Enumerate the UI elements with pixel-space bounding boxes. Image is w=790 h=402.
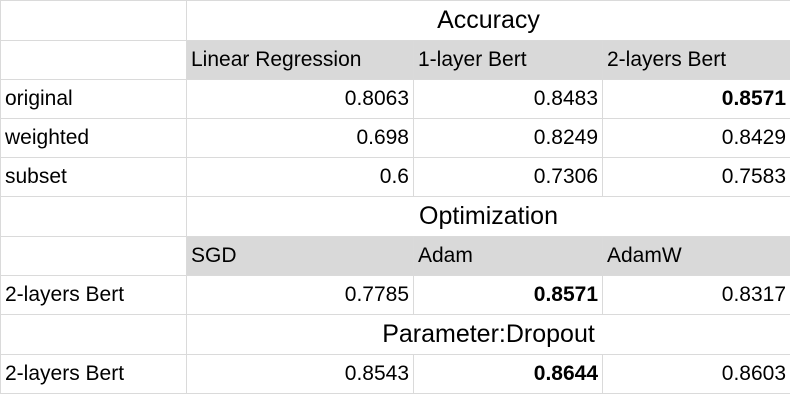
row-label[interactable]: weighted xyxy=(0,118,187,158)
value-cell[interactable]: 0.7306 xyxy=(413,157,603,197)
table-row: subset 0.6 0.7306 0.7583 xyxy=(0,157,790,197)
value-cell[interactable]: 0.8429 xyxy=(601,118,790,158)
column-header[interactable]: 1-layer Bert xyxy=(413,40,603,80)
optimization-header-row: SGD Adam AdamW xyxy=(0,236,790,276)
row-label[interactable]: original xyxy=(0,79,187,119)
empty-cell[interactable] xyxy=(0,0,187,41)
accuracy-title-row: Accuracy xyxy=(0,0,790,41)
empty-cell[interactable] xyxy=(0,40,187,80)
value-cell[interactable]: 0.7583 xyxy=(601,157,790,197)
column-header[interactable]: 2-layers Bert xyxy=(601,40,790,80)
value-cell[interactable]: 0.8603 xyxy=(601,354,790,394)
value-cell-best[interactable]: 0.8571 xyxy=(413,275,603,315)
section-title-optimization[interactable]: Optimization xyxy=(185,196,790,237)
value-cell[interactable]: 0.8543 xyxy=(186,354,414,394)
section-title-dropout[interactable]: Parameter:Dropout xyxy=(185,314,790,355)
value-cell[interactable]: 0.698 xyxy=(186,118,414,158)
value-cell-best[interactable]: 0.8571 xyxy=(601,79,790,119)
empty-cell[interactable] xyxy=(0,314,187,355)
section-title-accuracy[interactable]: Accuracy xyxy=(185,0,790,41)
column-header[interactable]: Adam xyxy=(413,236,603,276)
row-label[interactable]: subset xyxy=(0,157,187,197)
row-label[interactable]: 2-layers Bert xyxy=(0,354,187,394)
value-cell[interactable]: 0.6 xyxy=(186,157,414,197)
accuracy-header-row: Linear Regression 1-layer Bert 2-layers … xyxy=(0,40,790,80)
value-cell[interactable]: 0.8249 xyxy=(413,118,603,158)
empty-cell[interactable] xyxy=(0,196,187,237)
column-header[interactable]: Linear Regression xyxy=(186,40,414,80)
optimization-title-row: Optimization xyxy=(0,196,790,237)
table-row: 2-layers Bert 0.8543 0.8644 0.8603 xyxy=(0,354,790,394)
value-cell-best[interactable]: 0.8644 xyxy=(413,354,603,394)
dropout-title-row: Parameter:Dropout xyxy=(0,314,790,355)
table-row: 2-layers Bert 0.7785 0.8571 0.8317 xyxy=(0,275,790,315)
value-cell[interactable]: 0.8063 xyxy=(186,79,414,119)
column-header[interactable]: SGD xyxy=(186,236,414,276)
row-label[interactable]: 2-layers Bert xyxy=(0,275,187,315)
value-cell[interactable]: 0.8317 xyxy=(601,275,790,315)
value-cell[interactable]: 0.7785 xyxy=(186,275,414,315)
value-cell[interactable]: 0.8483 xyxy=(413,79,603,119)
table-row: original 0.8063 0.8483 0.8571 xyxy=(0,79,790,119)
table-row: weighted 0.698 0.8249 0.8429 xyxy=(0,118,790,158)
column-header[interactable]: AdamW xyxy=(601,236,790,276)
empty-cell[interactable] xyxy=(0,236,187,276)
